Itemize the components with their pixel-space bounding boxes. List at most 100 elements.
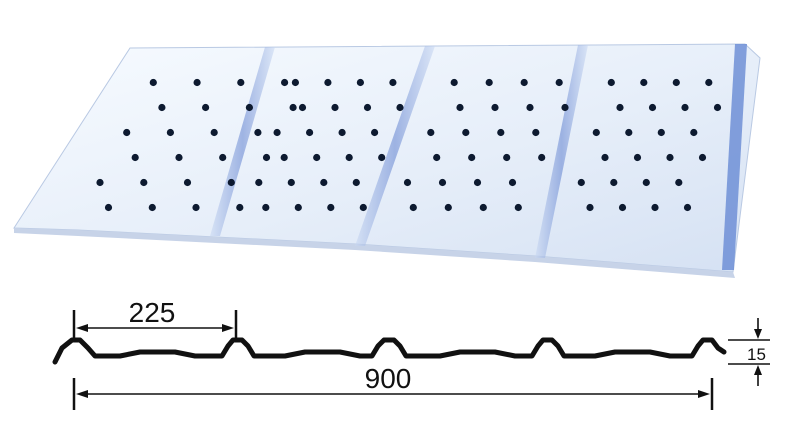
perforation-hole xyxy=(338,128,346,137)
perforation-hole xyxy=(245,103,253,112)
perforation-hole xyxy=(497,128,505,137)
perforation-hole xyxy=(616,103,624,112)
perforation-hole xyxy=(532,128,540,137)
perforation-hole xyxy=(262,203,270,212)
perforation-hole xyxy=(403,178,412,187)
perforation-hole xyxy=(690,128,698,137)
perforation-hole xyxy=(294,203,302,212)
perforation-hole xyxy=(491,103,499,112)
perforation-hole xyxy=(175,153,183,162)
perforation-hole xyxy=(331,103,339,112)
perforation-hole xyxy=(396,103,404,112)
perforation-hole xyxy=(538,153,546,162)
perforation-hole xyxy=(508,178,517,187)
perforation-hole xyxy=(672,78,680,87)
perforation-hole xyxy=(473,178,482,187)
perforation-hole xyxy=(236,203,244,212)
panel-rib xyxy=(722,44,747,270)
perforation-hole xyxy=(287,178,295,187)
perforation-hole xyxy=(450,78,458,87)
perforation-hole xyxy=(202,103,210,112)
perforation-hole xyxy=(289,103,297,112)
panel-rib xyxy=(535,45,588,258)
perforation-hole xyxy=(359,203,367,212)
total-width-label: 900 xyxy=(365,363,412,394)
perforation-hole xyxy=(555,78,563,87)
perforation-hole xyxy=(683,203,692,212)
arrow-right xyxy=(698,390,710,398)
perforation-hole xyxy=(352,178,360,187)
arrow-left xyxy=(76,390,88,398)
perforation-hole xyxy=(444,203,452,212)
perforation-hole xyxy=(104,203,113,212)
perforation-hole xyxy=(651,203,659,212)
total-width-dimension: 900 xyxy=(72,363,714,410)
perforation-hole xyxy=(456,103,464,112)
perforation-hole xyxy=(227,178,235,187)
arrow-up xyxy=(754,365,762,375)
perforation-hole xyxy=(713,103,722,112)
perforation-hole xyxy=(409,203,417,212)
perforation-hole xyxy=(148,203,156,212)
perforation-hole xyxy=(96,178,104,187)
perforation-hole xyxy=(479,203,487,212)
panel-rib xyxy=(355,46,435,246)
perforation-hole xyxy=(210,128,218,137)
profile-line xyxy=(52,337,727,365)
perforation-hole xyxy=(427,128,435,137)
arrow-right xyxy=(222,324,234,332)
perforation-hole xyxy=(657,128,665,137)
perforation-hole xyxy=(131,153,139,162)
perforation-hole xyxy=(705,78,713,87)
perforation-hole xyxy=(320,178,328,187)
perforation-hole xyxy=(607,78,615,87)
perforation-hole xyxy=(183,178,192,187)
perforation-hole xyxy=(666,153,674,162)
perforation-hole xyxy=(306,128,314,137)
perforation-hole xyxy=(601,153,609,162)
panel-perforations xyxy=(96,78,722,212)
perforation-hole xyxy=(648,103,657,112)
perforation-hole xyxy=(298,103,307,112)
perforation-hole xyxy=(123,128,131,137)
perforation-hole xyxy=(438,178,447,187)
perforation-hole xyxy=(433,153,441,162)
perforation-hole xyxy=(273,128,281,137)
panel-ribs xyxy=(210,44,747,270)
perforation-hole xyxy=(586,203,594,212)
perforation-hole xyxy=(255,178,263,187)
perforation-hole xyxy=(526,103,534,112)
perforation-hole xyxy=(166,128,174,137)
perforation-hole xyxy=(625,128,633,137)
perforation-hole xyxy=(291,78,299,87)
perforation-hole xyxy=(158,103,166,112)
perforation-hole xyxy=(640,78,648,87)
perforation-hole xyxy=(363,103,372,112)
perforated-panel xyxy=(13,43,761,278)
perforation-hole xyxy=(514,203,522,212)
perforation-hole xyxy=(371,128,379,137)
perforation-hole xyxy=(378,153,386,162)
rib-height-label: 15 xyxy=(747,345,766,364)
rib-height-dimension: 15 xyxy=(728,318,770,386)
perforation-hole xyxy=(149,78,157,87)
perforation-hole xyxy=(140,178,148,187)
arrow-left xyxy=(76,324,88,332)
perforation-hole xyxy=(561,103,569,112)
perforation-hole xyxy=(281,78,289,87)
perforation-hole xyxy=(192,203,200,212)
perforation-hole xyxy=(280,153,288,162)
perforation-hole xyxy=(193,78,201,87)
perforation-hole xyxy=(675,178,683,187)
perforation-hole xyxy=(219,153,227,162)
perforation-hole xyxy=(313,153,321,162)
perforation-hole xyxy=(254,128,262,137)
perforation-hole xyxy=(485,78,493,87)
perforation-hole xyxy=(327,203,335,212)
perforation-hole xyxy=(698,153,707,162)
perforation-hole xyxy=(389,78,397,87)
perforation-hole xyxy=(592,128,600,137)
perforation-hole xyxy=(324,78,332,87)
perforation-hole xyxy=(577,178,585,187)
